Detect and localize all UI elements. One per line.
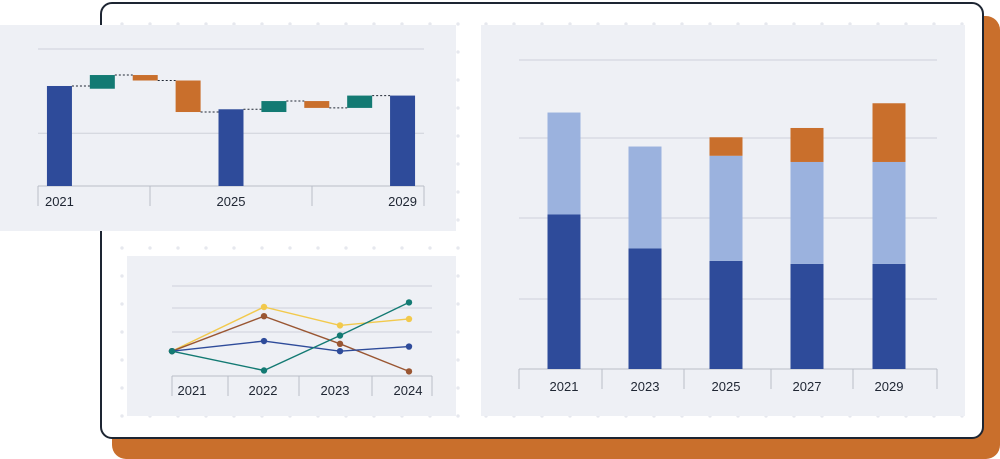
bar-segment-dark xyxy=(790,263,824,369)
data-point-yellow xyxy=(336,322,344,329)
bar-segment-orange xyxy=(872,103,906,162)
data-point-brown xyxy=(405,368,413,375)
data-point-teal xyxy=(260,367,268,374)
x-tick-label: 2029 xyxy=(875,379,904,394)
stacked-bar-panel: 2021 2023 2025 2027 2029 xyxy=(481,25,965,416)
line-chart: 2021 2022 2023 2024 xyxy=(168,285,433,398)
bar-segment-orange xyxy=(790,127,824,162)
x-tick-label: 2024 xyxy=(394,383,423,398)
x-tick-label: 2023 xyxy=(631,379,660,394)
x-tick-label: 2022 xyxy=(249,383,278,398)
waterfall-bar xyxy=(46,85,72,186)
data-point-yellow xyxy=(405,315,413,323)
waterfall-bar xyxy=(89,75,115,89)
series-line-teal xyxy=(171,301,410,372)
data-point-navy xyxy=(405,343,413,350)
x-tick-label: 2023 xyxy=(321,383,350,398)
bar-segment-light xyxy=(872,161,906,264)
line-panel: 2021 2022 2023 2024 xyxy=(127,256,456,416)
bar-segment-orange xyxy=(709,137,743,156)
bar-segment-dark xyxy=(628,248,662,369)
waterfall-bar xyxy=(347,95,373,108)
waterfall-bar xyxy=(261,101,287,113)
stacked-bar-chart: 2021 2023 2025 2027 2029 xyxy=(518,59,938,394)
bar-segment-light xyxy=(709,155,743,261)
x-tick-label: 2021 xyxy=(178,383,207,398)
x-tick-label: 2021 xyxy=(550,379,579,394)
waterfall-bar xyxy=(132,75,158,81)
data-point-teal xyxy=(168,347,176,355)
waterfall-bar xyxy=(175,80,201,113)
data-point-brown xyxy=(336,340,344,347)
waterfall-chart: 2021 2025 2029 xyxy=(37,48,425,209)
waterfall-panel: 2021 2025 2029 xyxy=(0,25,456,231)
bar-segment-dark xyxy=(709,260,743,369)
series-line-brown xyxy=(171,315,410,373)
data-point-navy xyxy=(260,337,268,345)
series-line-yellow xyxy=(171,306,410,352)
data-point-brown xyxy=(260,313,268,320)
x-tick-label: 2029 xyxy=(388,194,417,209)
bar-segment-dark xyxy=(547,214,581,369)
bar-segment-light xyxy=(790,161,824,264)
x-tick-label: 2027 xyxy=(793,379,822,394)
bar-segment-dark xyxy=(872,263,906,369)
waterfall-bar xyxy=(304,101,330,108)
x-tick-label: 2025 xyxy=(217,194,246,209)
series-line-navy xyxy=(171,340,410,352)
bar-segment-light xyxy=(547,112,581,215)
bar-segment-light xyxy=(628,146,662,249)
waterfall-bar xyxy=(218,109,244,186)
data-point-teal xyxy=(336,332,344,339)
data-point-yellow xyxy=(260,303,268,311)
data-point-navy xyxy=(336,347,344,355)
x-tick-label: 2025 xyxy=(712,379,741,394)
x-tick-label: 2021 xyxy=(45,194,74,209)
waterfall-bar xyxy=(390,95,416,186)
data-point-teal xyxy=(405,299,413,306)
